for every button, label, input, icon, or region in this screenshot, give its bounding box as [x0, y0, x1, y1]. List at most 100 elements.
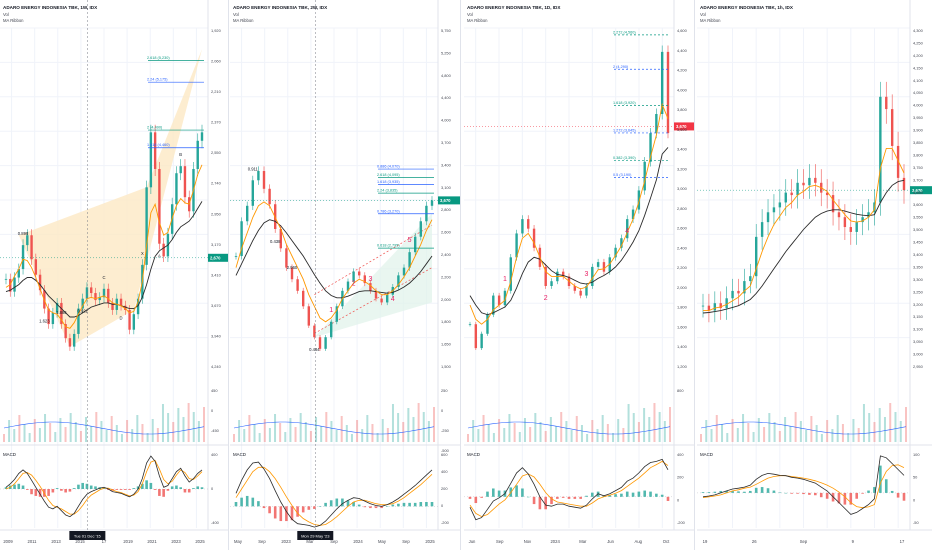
candle-body	[796, 182, 799, 196]
chart-pane-weekly[interactable]: ADARO ENERGY INDONESIA TBK, 1W, IDX Vol MA…	[0, 0, 230, 550]
pattern-label: A	[158, 254, 161, 259]
crosshair-date-tag	[297, 531, 334, 540]
macd-histogram-bar	[374, 506, 378, 509]
candle-body	[885, 96, 888, 110]
volume-average-line	[233, 421, 435, 435]
candle-body	[4, 278, 8, 280]
candle-body	[620, 238, 623, 248]
volume-bar	[258, 433, 261, 442]
macd-histogram-bar	[808, 492, 811, 495]
macd-histogram-bar	[620, 493, 623, 497]
candle-body	[655, 114, 658, 134]
chart-svg[interactable]: ADARO ENERGY INDONESIA TBK, 1h, IDXVolMA…	[697, 0, 932, 550]
time-axis-tick: 19	[703, 539, 708, 544]
macd-line	[5, 455, 203, 518]
macd-histogram-bar	[329, 500, 333, 507]
macd-axis-tick: 0	[441, 503, 444, 508]
candle-body	[591, 266, 594, 286]
volume-bar	[156, 428, 159, 442]
macd-histogram-bar	[413, 502, 417, 507]
volume-bar	[627, 404, 630, 442]
candle-body	[124, 305, 127, 310]
macd-histogram-bar	[192, 488, 195, 489]
candle-body	[749, 276, 752, 282]
chart-svg[interactable]: ADARO ENERGY INDONESIA TBK, 1W, IDXVolMA…	[0, 0, 230, 550]
candle-body	[279, 228, 282, 249]
volume-axis-tick: -450	[211, 428, 220, 433]
channel-line	[314, 267, 433, 334]
macd-histogram-bar	[158, 489, 161, 496]
fib-level-label: 1.272 (3,645)	[613, 128, 636, 132]
candle-body	[251, 180, 254, 206]
macd-histogram-bar	[796, 492, 799, 494]
pane-divider[interactable]	[694, 0, 699, 550]
candle-body	[861, 217, 864, 223]
wave-label: 3	[585, 271, 589, 278]
ma-fast-line	[235, 201, 433, 323]
candle-body	[790, 192, 793, 196]
volume-bar	[433, 407, 435, 442]
macd-histogram-bar	[625, 491, 629, 497]
volume-bar	[340, 416, 343, 442]
macd-histogram-bar	[136, 486, 140, 489]
candle-body	[330, 321, 333, 338]
chart-pane-hourly[interactable]: ADARO ENERGY INDONESIA TBK, 1h, IDX Vol MA…	[697, 0, 932, 550]
candle-body	[98, 297, 101, 301]
price-axis-tick: 3,800	[677, 107, 688, 112]
wave-label: 5	[408, 237, 412, 244]
volume-axis-tick: -250	[441, 428, 450, 433]
chart-pane-daily[interactable]: ADARO ENERGY INDONESIA TBK, 1D, IDX Vol MA…	[464, 0, 696, 550]
volume-bar	[721, 424, 724, 442]
macd-histogram-bar	[285, 506, 288, 522]
volume-bar	[477, 429, 480, 442]
candle-body	[626, 219, 629, 239]
volume-bar	[523, 418, 526, 442]
chart-svg[interactable]: ADARO ENERGY INDONESIA TBK, 1D, IDXVolMA…	[464, 0, 696, 550]
macd-histogram-bar	[145, 480, 148, 489]
volume-bar	[632, 413, 635, 442]
macd-histogram-bar	[666, 496, 670, 501]
candle-body	[386, 294, 389, 303]
volume-bar	[878, 408, 881, 442]
chart-pane-biweekly[interactable]: ADARO ENERGY INDONESIA TBK, 2W, IDX Vol MA…	[230, 0, 460, 550]
candle-body	[561, 271, 565, 277]
pattern-label: C	[102, 275, 105, 280]
macd-histogram-bar	[324, 502, 327, 507]
pane-divider[interactable]	[228, 0, 233, 550]
macd-label: MACD	[3, 452, 16, 457]
macd-histogram-bar	[363, 506, 367, 508]
macd-histogram-bar	[567, 496, 571, 499]
macd-histogram-bar	[480, 496, 483, 498]
indicator-legend: Vol	[467, 12, 473, 17]
price-axis-tick: 4,000	[913, 103, 924, 108]
price-axis-tick: 3,950	[913, 115, 924, 120]
fib-level-label: 2.272 (4,560)	[613, 30, 636, 34]
pattern-label: D	[120, 316, 123, 321]
pane-divider[interactable]	[460, 0, 465, 550]
time-axis-tick: 2021	[147, 539, 157, 544]
macd-histogram-bar	[279, 506, 283, 522]
wave-label: 2	[352, 281, 356, 288]
candle-body	[196, 140, 199, 169]
crosshair-date: Mon 29 May '23	[301, 534, 330, 539]
price-axis-tick: 3,200	[677, 166, 688, 171]
candle-body	[30, 235, 33, 260]
macd-histogram-bar	[790, 492, 793, 494]
price-axis-tick: 2,550	[211, 150, 222, 155]
macd-line	[469, 458, 669, 521]
chart-svg[interactable]: ADARO ENERGY INDONESIA TBK, 2W, IDXVolMA…	[230, 0, 460, 550]
price-axis-tick: 2,210	[211, 89, 222, 94]
last-price-tag	[674, 122, 696, 131]
price-axis-tick: 2,600	[441, 230, 452, 235]
pattern-label: 0.911	[248, 166, 259, 171]
volume-bar	[847, 433, 850, 442]
indicator-legend: MA Ribbon	[233, 18, 254, 23]
price-axis-tick: 3,940	[211, 333, 222, 338]
volume-bar	[38, 428, 41, 442]
candle-body	[719, 303, 722, 309]
wave-label: 4	[391, 296, 395, 303]
macd-histogram-bar	[896, 492, 900, 498]
price-axis-tick: 3,100	[441, 185, 452, 190]
macd-histogram-bar	[128, 489, 131, 490]
volume-bar	[820, 434, 823, 442]
